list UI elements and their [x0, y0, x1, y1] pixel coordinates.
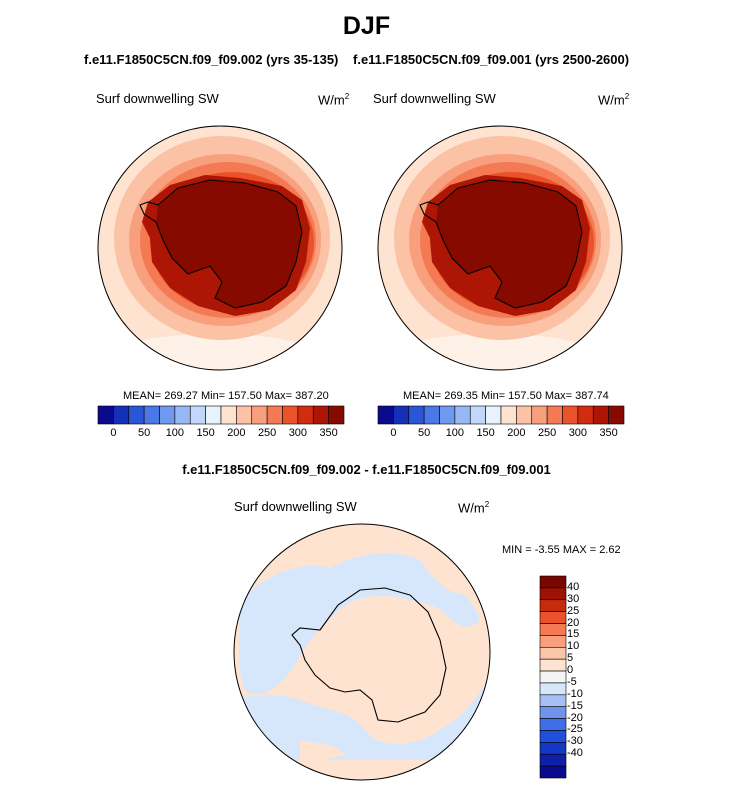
panel-1-colorbar-tick-label: 150 [196, 427, 215, 439]
difference-field [234, 524, 490, 780]
panel-1-units: W/m2 [318, 92, 350, 108]
difference-colorbar-tick-label: -20 [567, 711, 583, 724]
difference-colorbar-swatch [539, 658, 567, 672]
difference-colorbar-tick-label: 5 [567, 652, 574, 665]
difference-colorbar-swatch [539, 742, 567, 755]
difference-colorbar-tick-label: -5 [567, 675, 577, 688]
panel-1-variable-label: Surf downwelling SW [96, 91, 219, 106]
panel-1-colorbar-tick-label: 250 [257, 427, 277, 439]
difference-colorbar-swatch [539, 670, 567, 684]
difference-colorbar-tick-label: 20 [567, 616, 580, 629]
difference-units: W/m2 [458, 500, 490, 516]
panel-2-case-title: f.e11.F1850C5CN.f09_f09.001 (yrs 2500-26… [353, 52, 630, 67]
panel-1-colorbar-tick-label: 200 [227, 427, 246, 439]
difference-colorbar-swatch [539, 635, 567, 648]
difference-colorbar-tick-label: 30 [567, 592, 580, 605]
difference-colorbar-swatch [539, 682, 567, 696]
difference-colorbar-tick-label: -30 [567, 735, 583, 748]
difference-stats: MIN = -3.55 MAX = 2.62 [502, 544, 621, 556]
panel-2-units: W/m2 [598, 92, 630, 108]
difference-colorbar-swatch [539, 718, 567, 731]
panel-2-colorbar-tick-label: 300 [568, 427, 588, 439]
panel-2-colorbar-tick-label: 0 [390, 427, 397, 439]
panel-2-colorbar-swatch [608, 405, 625, 425]
panel-2-variable-label: Surf downwelling SW [373, 91, 496, 106]
difference-colorbar-tick-label: -10 [567, 687, 583, 700]
difference-colorbar-swatch [539, 575, 567, 589]
difference-colorbar-tick-label: -15 [567, 699, 583, 712]
panel-2-colorbar-tick-label: 150 [476, 427, 495, 439]
difference-colorbar-tick-label: 15 [567, 628, 580, 641]
figure-title: DJF [342, 12, 391, 40]
difference-colorbar-swatch [539, 730, 567, 743]
panel-1-colorbar-tick-label: 300 [288, 427, 308, 439]
panel-1-stats: MEAN= 269.27 Min= 157.50 Max= 387.20 [123, 390, 329, 402]
difference-colorbar-swatch [539, 599, 567, 612]
panel-2-colorbar [377, 405, 625, 425]
difference-colorbar-swatch [539, 611, 567, 624]
panel-1-field [98, 126, 342, 370]
difference-colorbar-swatch [539, 706, 567, 719]
difference-colorbar-swatch [539, 646, 567, 660]
difference-variable-label: Surf downwelling SW [234, 499, 357, 514]
difference-colorbar-tick-label: -25 [567, 723, 583, 736]
panel-2-colorbar-tick-label: 200 [507, 427, 526, 439]
panel-2-field [378, 126, 622, 370]
difference-colorbar-swatch [539, 623, 567, 636]
difference-colorbar-tick-label: 40 [567, 580, 580, 593]
difference-colorbar-swatch [539, 587, 567, 601]
panel-1-colorbar-tick-label: 0 [110, 427, 117, 439]
panel-2-colorbar-tick-label: 100 [445, 427, 465, 439]
difference-title: f.e11.F1850C5CN.f09_f09.002 - f.e11.F185… [182, 462, 551, 477]
panel-2-colorbar-tick-label: 250 [537, 427, 557, 439]
panel-1-map-boundary [97, 125, 343, 371]
panel-2-colorbar-tick-label: 350 [599, 427, 618, 439]
panel-2-stats: MEAN= 269.35 Min= 157.50 Max= 387.74 [403, 390, 609, 402]
difference-colorbar-tick-label: 10 [567, 640, 580, 653]
panel-2-colorbar-tick-label: 50 [418, 427, 431, 439]
panel-1-colorbar-swatch [328, 405, 345, 425]
panel-1-colorbar-tick-label: 100 [165, 427, 185, 439]
panel-2-map-boundary [377, 125, 623, 371]
difference-colorbar-tick-label: 0 [567, 664, 574, 677]
difference-colorbar-swatch [539, 753, 567, 767]
difference-map-boundary [233, 523, 491, 781]
panel-1-colorbar-tick-label: 350 [319, 427, 338, 439]
difference-colorbar-tick-label: 25 [567, 604, 580, 617]
panel-1-case-title: f.e11.F1850C5CN.f09_f09.002 (yrs 35-135) [84, 52, 339, 67]
difference-colorbar-swatch [539, 765, 567, 779]
panel-1-colorbar [97, 405, 345, 425]
difference-colorbar-swatch [539, 694, 567, 708]
difference-colorbar [539, 575, 567, 779]
panel-1-colorbar-tick-label: 50 [138, 427, 151, 439]
difference-colorbar-tick-label: -40 [567, 747, 583, 760]
